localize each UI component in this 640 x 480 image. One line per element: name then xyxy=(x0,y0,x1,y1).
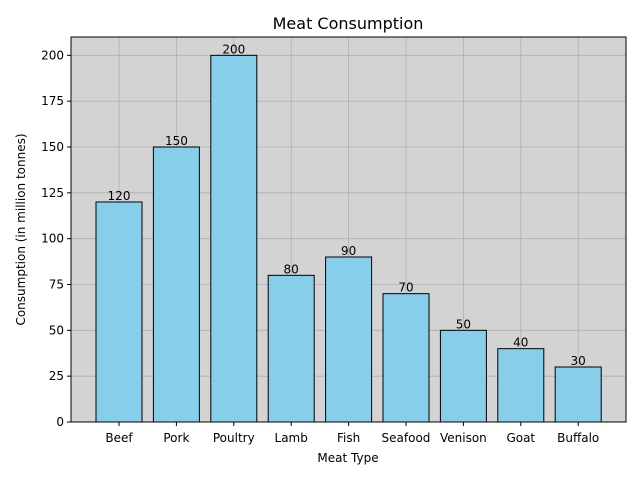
y-tick-label: 150 xyxy=(41,140,64,154)
y-tick-label: 50 xyxy=(49,323,64,337)
x-axis-ticks: Beef Pork Poultry Lamb Fish Seafood Venison Goa… xyxy=(105,422,599,445)
data-label-fish: 90 xyxy=(341,244,356,258)
y-tick-label: 0 xyxy=(56,415,64,429)
data-label-venison: 50 xyxy=(456,317,471,331)
data-labels: 120 150 200 80 90 70 50 40 30 xyxy=(108,42,586,368)
chart-title: Meat Consumption xyxy=(273,14,424,33)
bar-lamb xyxy=(267,274,315,423)
data-label-pork: 150 xyxy=(165,134,188,148)
y-axis-ticks: 0 25 50 75 100 125 150 175 200 xyxy=(41,48,71,429)
data-label-buffalo: 30 xyxy=(571,354,586,368)
data-label-beef: 120 xyxy=(108,189,131,203)
x-tick-label-buffalo: Buffalo xyxy=(557,431,599,445)
bar-goat xyxy=(497,348,545,423)
x-tick-label-goat: Goat xyxy=(506,431,535,445)
y-axis-label: Consumption (in million tonnes) xyxy=(14,133,28,325)
y-tick-label: 200 xyxy=(41,48,64,62)
bar-buffalo xyxy=(554,366,602,423)
x-tick-label-lamb: Lamb xyxy=(275,431,308,445)
bar-venison xyxy=(439,329,487,423)
x-tick-label-pork: Pork xyxy=(163,431,189,445)
bar-fish xyxy=(325,256,373,423)
y-tick-label: 25 xyxy=(49,369,64,383)
x-tick-label-fish: Fish xyxy=(337,431,360,445)
y-tick-label: 100 xyxy=(41,232,64,246)
y-tick-label: 175 xyxy=(41,94,64,108)
data-label-goat: 40 xyxy=(513,336,528,350)
bar-pork xyxy=(152,146,200,423)
bars xyxy=(95,54,602,423)
data-label-lamb: 80 xyxy=(284,262,299,276)
bar-seafood xyxy=(382,293,430,423)
x-tick-label-venison: Venison xyxy=(440,431,487,445)
bar-poultry xyxy=(210,54,258,423)
bar-beef xyxy=(95,201,143,423)
y-tick-label: 125 xyxy=(41,186,64,200)
y-tick-label: 75 xyxy=(49,278,64,292)
x-tick-label-beef: Beef xyxy=(105,431,133,445)
x-axis-label: Meat Type xyxy=(317,451,378,465)
data-label-poultry: 200 xyxy=(222,42,245,56)
data-label-seafood: 70 xyxy=(398,281,413,295)
x-tick-label-poultry: Poultry xyxy=(213,431,255,445)
x-tick-label-seafood: Seafood xyxy=(382,431,431,445)
